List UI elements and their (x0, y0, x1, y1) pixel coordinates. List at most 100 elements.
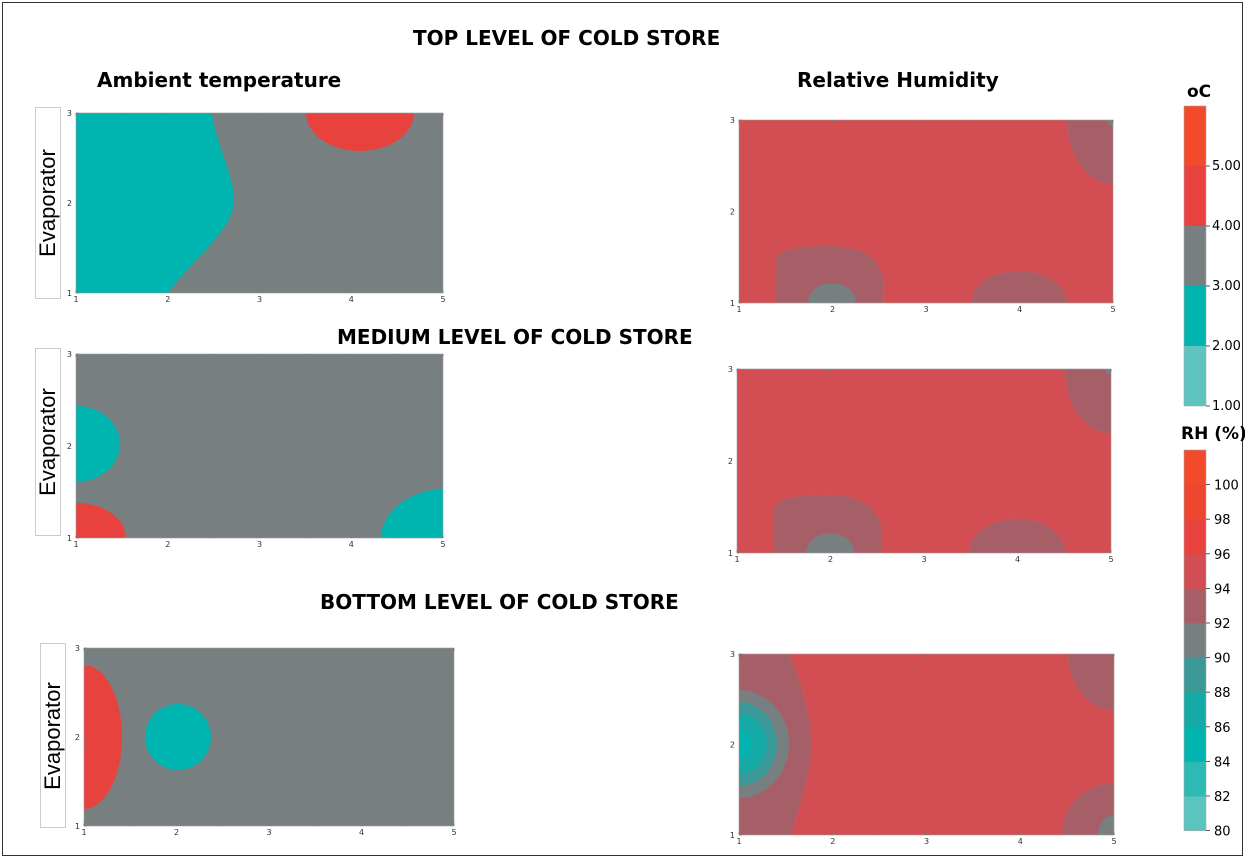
colorbar-tick-label: 88 (1214, 686, 1231, 701)
x-tick-label: 3 (923, 305, 928, 314)
region-rh-92-94 (775, 245, 885, 303)
colorbar-segment (1184, 623, 1206, 658)
region-rh-92-94 (970, 270, 1068, 303)
y-tick-label: 1 (730, 831, 735, 840)
colorbar-tick-label: 4.00 (1212, 219, 1241, 234)
y-tick-label: 2 (75, 733, 80, 742)
colorbar-tick-label: 96 (1214, 548, 1231, 563)
evaporator-label-top: Evaporator (35, 107, 61, 299)
colorbar-tick-label: 80 (1214, 825, 1231, 840)
colorbar-segment (1184, 553, 1206, 589)
x-tick-label: 3 (921, 555, 926, 564)
y-tick-label: 1 (67, 534, 72, 543)
colorbar-tick-label: 90 (1214, 652, 1231, 667)
colorbar-tick-label: 2.00 (1212, 339, 1241, 354)
ambient-temperature-title: Ambient temperature (97, 68, 342, 92)
heatmap-top-temperature: 1 2 3 4 5 1 2 3 (67, 109, 446, 304)
region-temp-3-4 (76, 354, 443, 538)
heatmap-bottom-humidity: 1 2 3 4 5 1 2 3 (730, 650, 1117, 846)
colorbar-segment (1184, 484, 1206, 520)
x-tick-label: 3 (257, 540, 262, 549)
region-temp-2-3 (76, 406, 120, 482)
y-tick-label: 2 (728, 457, 733, 466)
y-tick-label: 1 (67, 289, 72, 298)
region-rh-90-92 (806, 533, 854, 553)
region-rh-90-92 (1107, 120, 1113, 126)
evaporator-label-text: Evaporator (40, 681, 65, 790)
x-tick-label: 4 (1018, 837, 1023, 846)
x-tick-label: 4 (349, 295, 354, 304)
x-tick-label: 1 (736, 305, 741, 314)
colorbar-segment (1184, 796, 1206, 831)
x-tick-label: 2 (165, 540, 170, 549)
region-rh-92-94 (1066, 120, 1113, 185)
colorbar-temp-title: oC (1187, 82, 1212, 102)
x-tick-label: 4 (1015, 555, 1020, 564)
y-tick-label: 1 (728, 549, 733, 558)
x-tick-label: 5 (1111, 837, 1116, 846)
evaporator-label-bottom: Evaporator (40, 643, 66, 828)
y-tick-label: 3 (730, 116, 735, 125)
region-temp-2-3 (145, 704, 211, 770)
relative-humidity-title: Relative Humidity (797, 68, 999, 92)
colorbar-tick-label: 5.00 (1212, 159, 1241, 174)
colorbar-tick-label: 98 (1214, 513, 1231, 528)
colorbar-segment (1184, 226, 1206, 286)
colorbar-segment (1184, 450, 1206, 485)
x-tick-label: 5 (451, 828, 456, 837)
colorbar-segment (1184, 166, 1206, 226)
region-temp-3-4 (84, 648, 454, 826)
region-rh-90-92 (1098, 815, 1114, 835)
colorbar-segment (1184, 286, 1206, 346)
y-tick-label: 3 (75, 644, 80, 653)
x-tick-label: 5 (1108, 555, 1113, 564)
x-tick-label: 3 (266, 828, 271, 837)
y-tick-label: 2 (730, 741, 735, 750)
colorbar-tick-label: 82 (1214, 790, 1231, 805)
heatmap-medium-temperature: 1 2 3 4 5 1 2 3 (67, 350, 446, 549)
region-rh-92-94 (1061, 782, 1114, 835)
colorbar-temp: 1.00 2.00 3.00 4.00 5.00 (1183, 105, 1241, 414)
y-tick-label: 2 (67, 442, 72, 451)
x-tick-label: 1 (734, 555, 739, 564)
x-tick-label: 1 (81, 828, 86, 837)
region-rh-90-92 (808, 283, 856, 303)
colorbar-tick-label: 86 (1214, 721, 1231, 736)
region-temp-4-5 (76, 503, 126, 538)
colorbar-segment (1184, 692, 1206, 728)
bottom-level-title: BOTTOM LEVEL OF COLD STORE (320, 590, 679, 614)
colorbar-border (1183, 449, 1207, 831)
region-temp-4-5 (84, 665, 122, 809)
colorbar-tick-label: 92 (1214, 617, 1231, 632)
x-tick-label: 2 (174, 828, 179, 837)
y-tick-label: 2 (67, 199, 72, 208)
colorbar-segment (1184, 346, 1206, 406)
region-rh-92-94 (1064, 369, 1111, 434)
y-tick-label: 3 (730, 650, 735, 659)
region-rh-92-94 (968, 518, 1066, 553)
colorbar-tick-label: 84 (1214, 755, 1231, 770)
colorbar-segment (1184, 519, 1206, 555)
colorbar-segment (1184, 657, 1206, 693)
y-tick-label: 3 (728, 365, 733, 374)
y-tick-label: 1 (75, 822, 80, 831)
colorbar-tick-label: 94 (1214, 582, 1231, 597)
x-tick-label: 3 (924, 837, 929, 846)
colorbar-tick-label: 100 (1214, 479, 1239, 494)
x-tick-label: 4 (1017, 305, 1022, 314)
colorbar-rh-title: RH (%) (1181, 424, 1245, 444)
top-level-title: TOP LEVEL OF COLD STORE (413, 26, 721, 50)
region-temp-4-5 (306, 113, 414, 151)
x-tick-label: 3 (257, 295, 262, 304)
x-tick-label: 2 (165, 295, 170, 304)
colorbar-segment (1184, 106, 1206, 166)
y-tick-label: 3 (67, 350, 72, 359)
x-tick-label: 5 (440, 540, 445, 549)
y-tick-label: 3 (67, 109, 72, 118)
region-temp-2-3 (76, 113, 234, 293)
x-tick-label: 5 (1110, 305, 1115, 314)
colorbar-tick-label: 3.00 (1212, 279, 1241, 294)
colorbar-segment (1184, 726, 1206, 762)
x-tick-label: 2 (828, 555, 833, 564)
x-tick-label: 5 (440, 295, 445, 304)
